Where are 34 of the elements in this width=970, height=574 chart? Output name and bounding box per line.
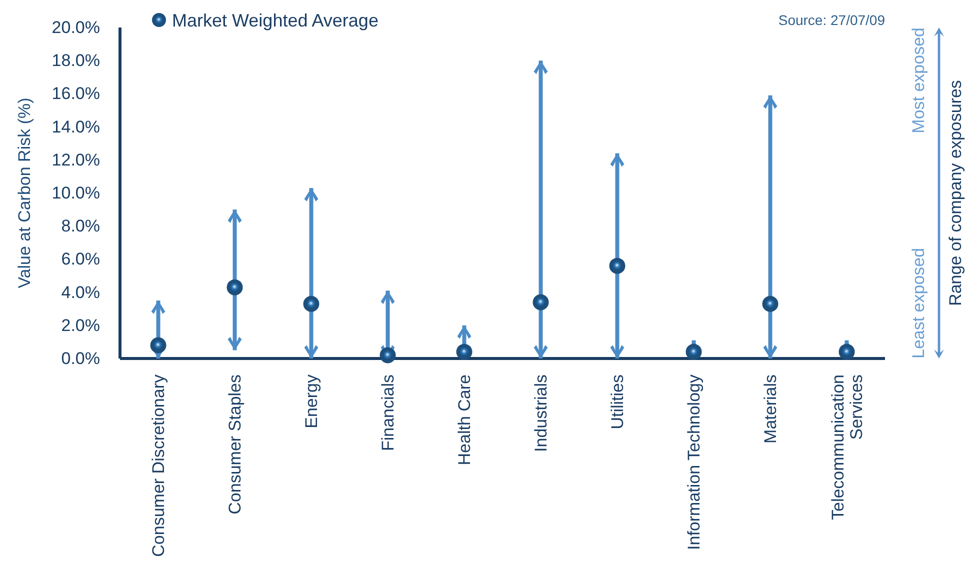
x-tick-label: Consumer Discretionary: [149, 374, 168, 557]
x-tick-label: Information Technology: [684, 374, 704, 550]
point: [532, 294, 549, 310]
y-tick-label: 10.0%: [52, 183, 100, 202]
x-tick-label: Utilities: [608, 374, 628, 430]
y-tick-label: 20.0%: [52, 18, 100, 37]
y-tick-label: 4.0%: [61, 282, 100, 302]
y-axis-title: Value at Carbon Risk (%): [14, 98, 34, 288]
y-tick-label: 16.0%: [52, 84, 100, 104]
annotation: Source: 27/07/09: [778, 12, 886, 28]
x-tick-label: Health Care: [455, 374, 474, 466]
text: Most exposed: [908, 28, 928, 134]
y-tick-label: 0.0%: [61, 348, 100, 368]
point: [303, 296, 320, 312]
point: [150, 337, 166, 354]
legend-label: Market Weighted Average: [172, 10, 378, 30]
text: Range of company exposures: [946, 80, 965, 306]
y-tick-label: 6.0%: [61, 250, 100, 269]
x-tick-label: Telecommunication Services: [828, 374, 866, 520]
x-tick-label: Industrials: [532, 374, 551, 452]
point: [226, 279, 243, 296]
y-tick-label: 14.0%: [52, 117, 100, 136]
y-tick-label: 12.0%: [52, 150, 100, 170]
x-tick-label: Consumer Staples: [226, 374, 245, 514]
x-tick-label: Financials: [378, 374, 398, 452]
point: [762, 296, 778, 312]
point: [380, 347, 396, 364]
text: Least exposed: [908, 248, 928, 358]
y-tick-label: 18.0%: [52, 51, 100, 70]
point: [609, 258, 626, 274]
y-tick-label: 8.0%: [61, 216, 100, 236]
y-tick-label: 2.0%: [61, 316, 100, 335]
x-tick-label: Energy: [302, 374, 322, 428]
x-tick-label: Materials: [761, 374, 780, 444]
